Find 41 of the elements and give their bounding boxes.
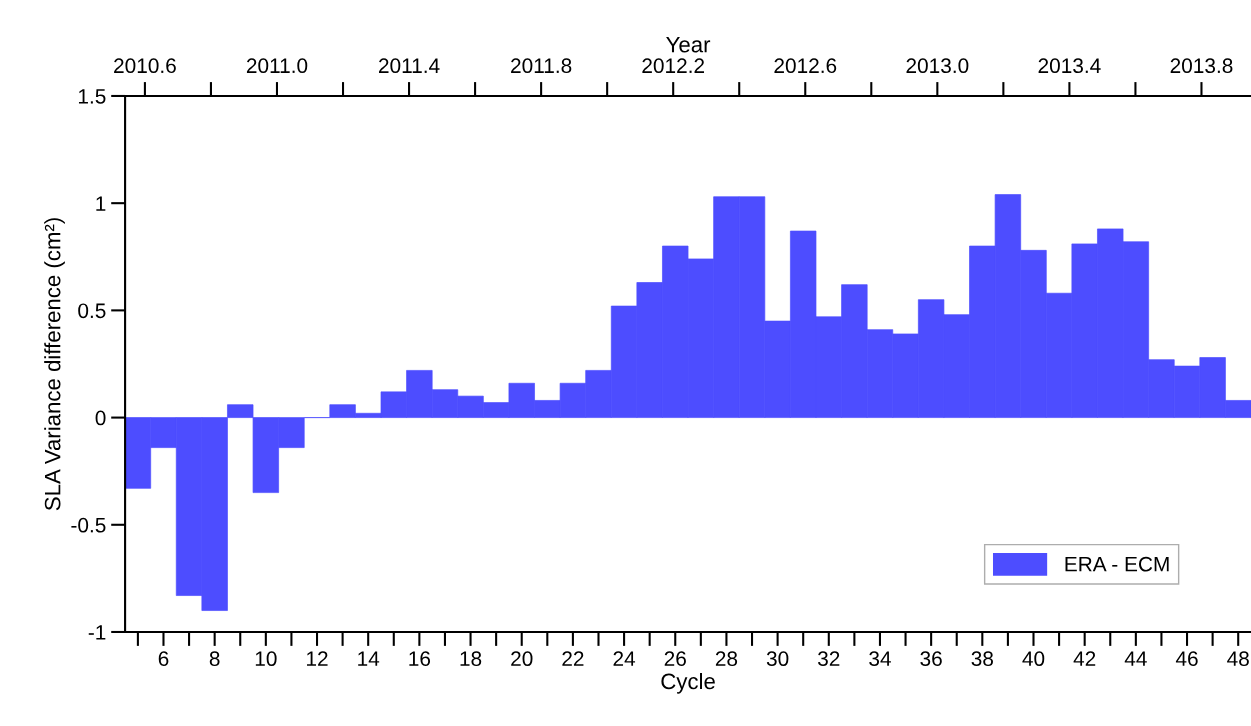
y-tick-label: 0 [95, 410, 106, 426]
x-tick-label: 40 [1022, 651, 1045, 667]
x-tick-label: 26 [664, 651, 686, 667]
x-tick-label: 30 [766, 651, 789, 667]
x-tick-label: 24 [613, 651, 636, 666]
x-tick-label: 10 [255, 651, 277, 667]
x-tick-label: 6 [158, 651, 169, 667]
y-tick-label: 1.5 [78, 89, 106, 104]
y-tick-label: -0.5 [71, 517, 106, 533]
x2-tick-label: 2012.2 [642, 58, 705, 74]
x-tick-label: 20 [511, 651, 533, 667]
x-tick-label: 14 [358, 651, 380, 666]
x-tick-label: 32 [818, 651, 840, 667]
y-tick-label: 1 [96, 196, 106, 211]
x-tick-label: 44 [1124, 651, 1147, 666]
y-axis-title: SLA Variance difference (cm²) [44, 218, 65, 511]
legend-label: ERA - ECM [1065, 556, 1169, 572]
x-tick-label: 18 [460, 651, 482, 667]
x-tick-label: 38 [971, 651, 993, 667]
x2-tick-label: 2012.6 [774, 58, 837, 74]
x-tick-label: 16 [409, 651, 431, 667]
x2-tick-label: 2011.4 [379, 58, 440, 74]
x-tick-label: 42 [1073, 651, 1096, 666]
x-tick-label: 12 [307, 651, 328, 666]
x2-tick-label: 2013.0 [906, 58, 969, 74]
x2-tick-label: 2010.6 [114, 58, 176, 74]
x2-tick-label: 2011.0 [246, 58, 308, 74]
x-tick-label: 22 [562, 651, 584, 666]
x2-tick-label: 2013.4 [1038, 58, 1101, 74]
x2-tick-label: 2011.8 [511, 58, 572, 74]
x-axis-title: Cycle [661, 672, 715, 694]
x-tick-label: 34 [869, 651, 891, 667]
x-tick-label: 8 [209, 651, 220, 667]
x-tick-label: 48 [1227, 651, 1249, 667]
y-tick-label: -1 [88, 625, 106, 640]
x-tick-label: 36 [920, 651, 942, 667]
y-tick-label: 0.5 [78, 303, 106, 319]
x2-axis-title: Year [666, 36, 711, 53]
x-tick-label: 28 [715, 651, 738, 667]
x-tick-label: 46 [1175, 651, 1198, 667]
x2-tick-label: 2013.8 [1170, 58, 1233, 74]
